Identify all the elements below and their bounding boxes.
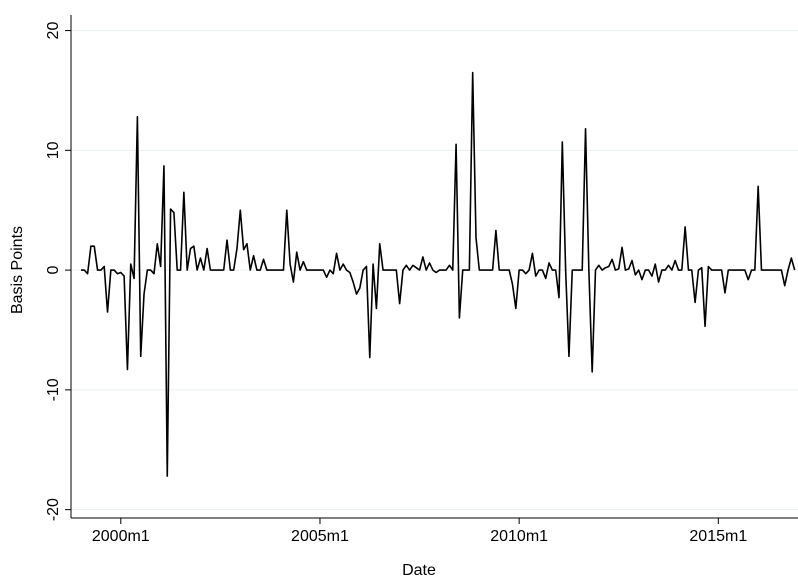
x-tick-label: 2005m1 <box>291 528 349 545</box>
data-line <box>80 71 796 477</box>
x-axis-title: Date <box>402 562 436 578</box>
x-tick-label: 2000m1 <box>92 528 150 545</box>
y-tick-label: 20 <box>45 22 62 40</box>
y-tick-label: 0 <box>45 266 62 275</box>
y-tick-label: -10 <box>45 378 62 401</box>
y-tick-label: 10 <box>45 141 62 159</box>
y-axis-title: Basis Points <box>9 226 26 314</box>
x-tick-label: 2010m1 <box>490 528 548 545</box>
y-tick-label: -20 <box>45 498 62 521</box>
x-tick-label: 2015m1 <box>689 528 747 545</box>
